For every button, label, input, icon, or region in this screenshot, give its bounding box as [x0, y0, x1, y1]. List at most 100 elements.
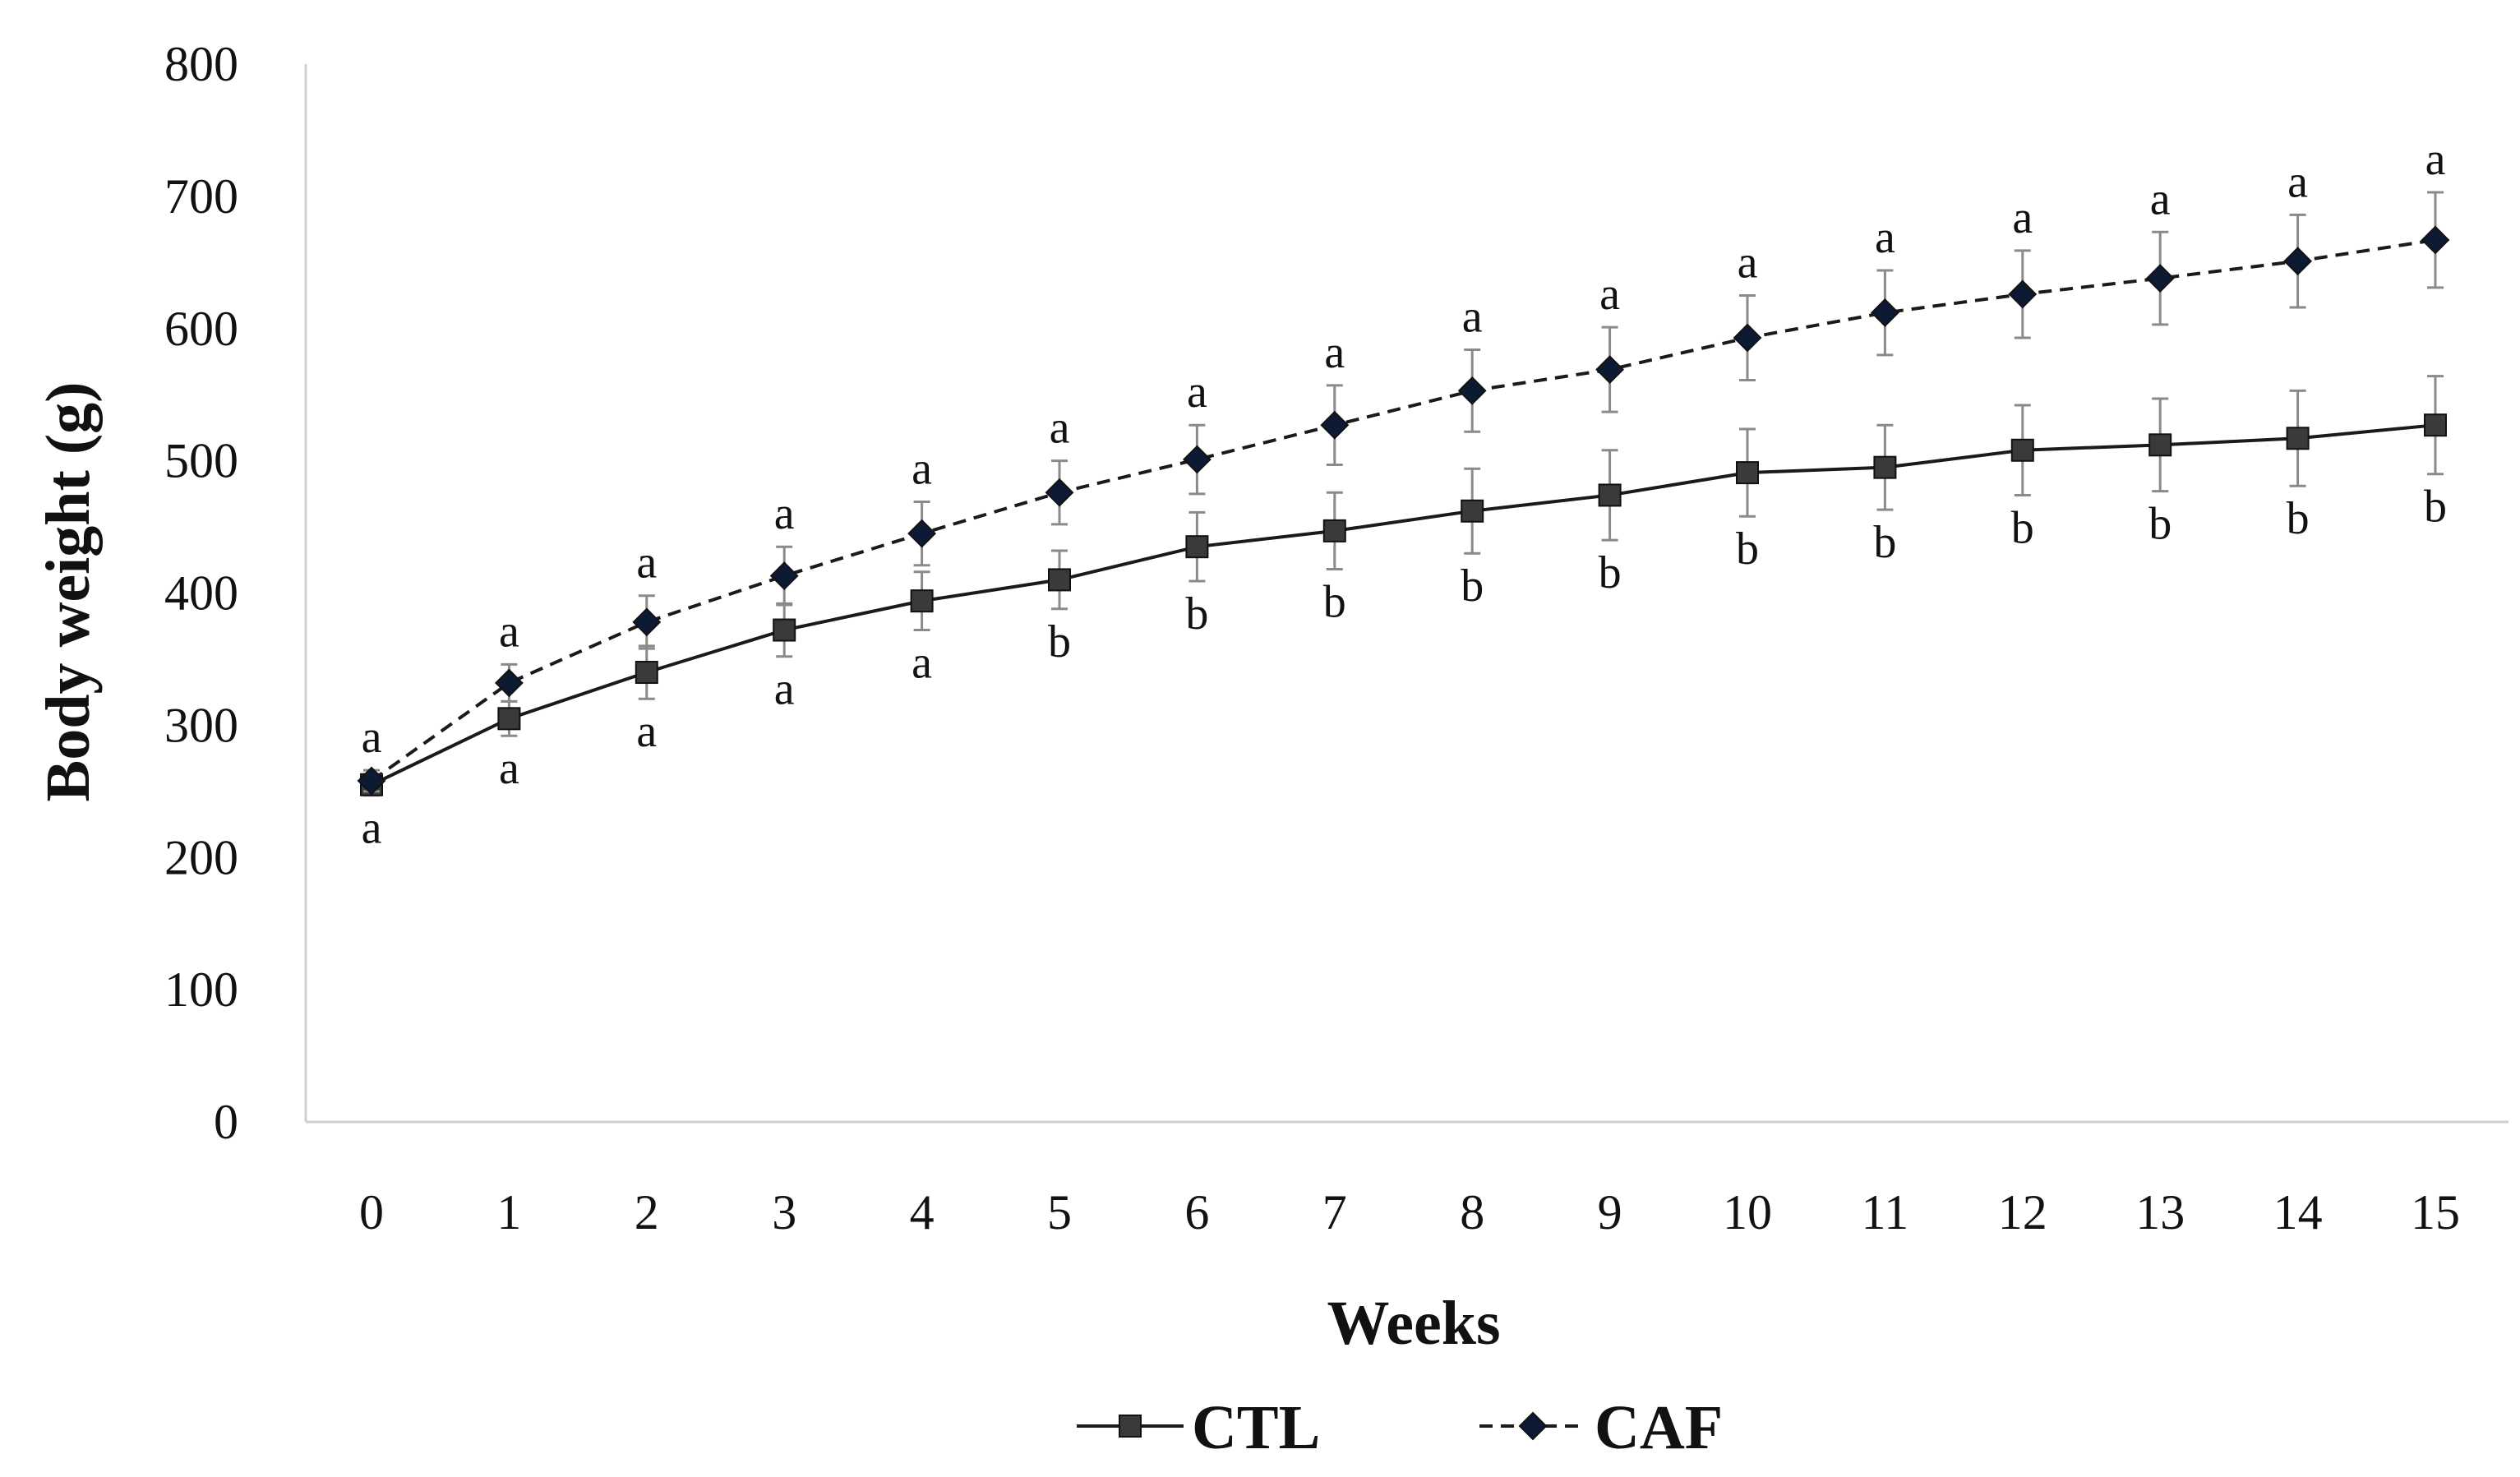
sig-label-ctl-7: b [1323, 577, 1346, 628]
x-tick-label-6: 6 [1184, 1185, 1209, 1239]
sig-label-ctl-13: b [2148, 499, 2172, 550]
legend-item-caf: CAF [1479, 1393, 1723, 1462]
sig-label-ctl-0: a [362, 803, 382, 854]
marker-caf-5 [1045, 478, 1074, 507]
sig-label-caf-4: a [912, 443, 932, 494]
x-tick-label-0: 0 [359, 1185, 384, 1239]
sig-label-caf-11: a [1875, 212, 1895, 263]
marker-caf-3 [769, 561, 799, 591]
series-ctl [360, 375, 2447, 797]
marker-caf-9 [1595, 355, 1625, 385]
x-tick-label-12: 12 [1998, 1185, 2047, 1239]
sig-label-caf-13: a [2150, 173, 2171, 224]
marker-caf-4 [907, 519, 937, 548]
legend-ctl-marker [1119, 1415, 1142, 1438]
marker-caf-11 [1870, 298, 1899, 327]
marker-ctl-5 [1048, 568, 1071, 592]
sig-label-caf-3: a [774, 488, 795, 539]
y-tick-label-800: 800 [164, 37, 238, 91]
x-tick-label-1: 1 [496, 1185, 521, 1239]
legend-ctl-label: CTL [1192, 1393, 1320, 1462]
marker-caf-1 [494, 668, 524, 698]
marker-ctl-4 [910, 589, 934, 613]
sig-label-caf-12: a [2012, 192, 2033, 243]
sig-label-caf-14: a [2287, 156, 2308, 207]
y-tick-label-300: 300 [164, 698, 238, 752]
marker-ctl-12 [2010, 438, 2034, 462]
marker-caf-14 [2283, 247, 2313, 276]
sig-label-caf-8: a [1462, 291, 1483, 342]
series-layer [357, 191, 2450, 797]
sig-label-caf-1: a [499, 606, 519, 657]
sig-label-ctl-3: a [774, 664, 795, 715]
sig-label-ctl-8: b [1461, 561, 1484, 612]
sig-label-caf-10: a [1738, 238, 1758, 288]
sig-label-ctl-4: a [912, 638, 932, 689]
sig-label-caf-15: a [2425, 134, 2446, 185]
marker-ctl-15 [2424, 413, 2447, 437]
x-tick-label-14: 14 [2273, 1185, 2323, 1239]
sig-label-ctl-15: b [2424, 482, 2447, 533]
y-tick-label-200: 200 [164, 830, 238, 884]
y-tick-label-0: 0 [214, 1095, 238, 1149]
sig-label-ctl-10: b [1736, 524, 1759, 575]
sig-label-caf-6: a [1187, 367, 1207, 418]
sig-label-ctl-2: a [636, 706, 657, 757]
sig-label-ctl-6: b [1185, 588, 1208, 639]
series-line-caf [370, 238, 2436, 782]
x-tick-label-5: 5 [1047, 1185, 1072, 1239]
sig-label-caf-7: a [1324, 327, 1345, 378]
x-tick-label-15: 15 [2411, 1185, 2460, 1239]
y-tick-label-600: 600 [164, 302, 238, 356]
marker-caf-8 [1457, 376, 1487, 405]
legend: CTL CAF [1077, 1393, 1723, 1462]
legend-caf-label: CAF [1595, 1393, 1723, 1462]
marker-ctl-2 [635, 661, 658, 685]
x-tick-label-3: 3 [772, 1185, 796, 1239]
x-tick-label-9: 9 [1598, 1185, 1622, 1239]
marker-ctl-7 [1322, 519, 1346, 542]
x-tick-label-2: 2 [635, 1185, 659, 1239]
series-line-ctl [371, 423, 2436, 787]
x-axis-ticks: 0 1 2 3 4 5 6 7 8 9 10 11 12 13 14 15 [359, 1185, 2460, 1239]
sig-label-caf-9: a [1599, 269, 1620, 320]
sig-label-ctl-12: b [2011, 502, 2034, 553]
y-tick-label-700: 700 [164, 169, 238, 224]
marker-caf-10 [1733, 323, 1762, 353]
legend-caf-marker [1518, 1411, 1548, 1441]
marker-ctl-13 [2148, 433, 2172, 457]
marker-ctl-3 [773, 618, 796, 642]
legend-item-ctl: CTL [1077, 1393, 1320, 1462]
sig-label-caf-5: a [1050, 403, 1070, 454]
marker-caf-15 [2421, 225, 2450, 255]
sig-label-ctl-11: b [1873, 517, 1896, 568]
x-tick-label-13: 13 [2135, 1185, 2185, 1239]
y-tick-label-100: 100 [164, 962, 238, 1017]
marker-caf-6 [1182, 445, 1212, 474]
marker-caf-13 [2145, 264, 2175, 293]
sig-label-caf-2: a [636, 538, 657, 588]
marker-caf-12 [2008, 279, 2038, 309]
y-axis-ticks: 0 100 200 300 400 500 600 700 800 [164, 37, 238, 1149]
marker-ctl-9 [1598, 483, 1622, 507]
sig-label-ctl-9: b [1599, 547, 1622, 598]
marker-ctl-11 [1873, 455, 1897, 479]
x-tick-label-8: 8 [1460, 1185, 1484, 1239]
marker-ctl-8 [1461, 499, 1484, 523]
x-tick-label-4: 4 [910, 1185, 935, 1239]
marker-caf-2 [632, 607, 662, 637]
y-tick-label-400: 400 [164, 566, 238, 621]
series-caf [357, 191, 2450, 796]
x-tick-label-10: 10 [1723, 1185, 1772, 1239]
axes [304, 64, 2508, 1124]
sig-label-caf-0: a [362, 712, 382, 763]
y-axis-title: Body weight (g) [34, 382, 103, 802]
marker-caf-7 [1320, 410, 1350, 440]
marker-ctl-14 [2286, 427, 2310, 450]
sig-label-ctl-14: b [2287, 493, 2310, 544]
sig-label-ctl-1: a [499, 743, 519, 794]
y-tick-label-500: 500 [164, 434, 238, 488]
marker-ctl-10 [1736, 461, 1759, 485]
marker-ctl-6 [1185, 535, 1209, 559]
